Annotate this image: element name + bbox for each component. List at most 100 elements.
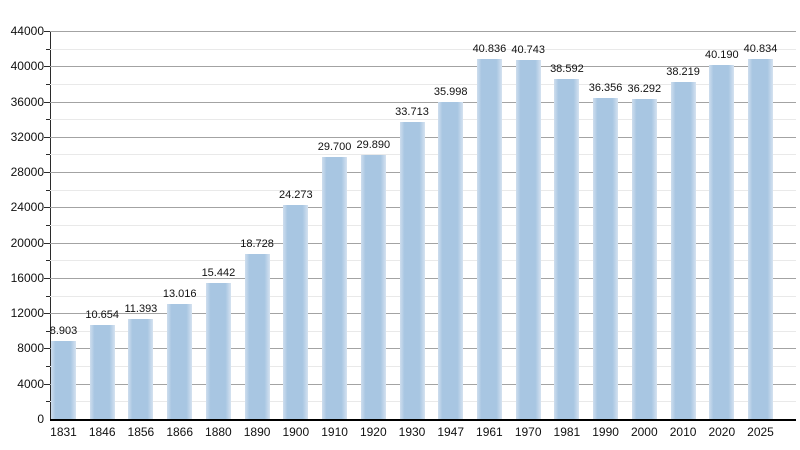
y-tick <box>44 313 50 314</box>
x-axis-label: 1981 <box>553 425 581 439</box>
x-axis-label: 1856 <box>127 425 155 439</box>
y-axis-label: 16000 <box>10 271 44 285</box>
bar <box>51 340 76 419</box>
x-axis-label: 1990 <box>592 425 619 439</box>
y-tick <box>46 84 50 85</box>
x-axis-label: 1890 <box>243 425 271 439</box>
x-axis-label: 1970 <box>514 425 542 439</box>
y-tick <box>46 260 50 261</box>
x-axis-line <box>50 419 796 421</box>
y-tick <box>44 31 50 32</box>
y-axis-label: 24000 <box>10 200 44 214</box>
bar <box>748 58 773 419</box>
y-axis-label: 28000 <box>10 165 44 179</box>
bar <box>283 205 309 419</box>
bar <box>322 157 348 419</box>
y-tick <box>44 278 50 279</box>
bar-value-label: 40.834 <box>743 42 778 55</box>
y-axis-label: 12000 <box>10 306 44 320</box>
y-tick <box>44 66 50 67</box>
y-tick <box>46 154 50 155</box>
x-axis-label: 1866 <box>166 425 194 439</box>
bar-value-label: 35.998 <box>433 85 468 98</box>
x-axis-label: 1947 <box>437 425 465 439</box>
gridline-minor <box>50 84 796 85</box>
x-axis-label: 1920 <box>359 425 387 439</box>
bar <box>360 155 386 419</box>
bar-value-label: 40.743 <box>511 43 546 56</box>
bar-value-label: 29.700 <box>317 141 352 154</box>
bar <box>476 58 502 419</box>
bar-value-label: 29.890 <box>356 139 391 152</box>
x-axis-label: 1900 <box>282 425 310 439</box>
bar <box>128 318 154 419</box>
gridline-minor <box>50 49 796 50</box>
bar-value-label: 8.903 <box>49 324 78 337</box>
y-tick <box>46 190 50 191</box>
bar-value-label: 38.592 <box>550 62 584 75</box>
y-axis-label: 0 <box>37 412 44 426</box>
bar-value-label: 10.654 <box>85 309 120 322</box>
bar-value-label: 13.016 <box>162 288 197 301</box>
x-axis-label: 1846 <box>88 425 116 439</box>
bar-value-label: 40.190 <box>704 48 739 61</box>
bar <box>244 253 270 419</box>
bar-value-label: 36.292 <box>627 83 662 95</box>
bar-value-label: 36.356 <box>588 82 623 95</box>
bar-value-label: 40.836 <box>472 42 507 55</box>
y-tick <box>44 243 50 244</box>
x-axis-label: 1831 <box>50 425 77 439</box>
y-axis-label: 44000 <box>10 24 44 38</box>
y-axis-label: 20000 <box>10 236 44 250</box>
y-tick <box>44 172 50 173</box>
bar <box>554 78 580 419</box>
bar <box>593 98 619 419</box>
bar-value-label: 33.713 <box>395 105 429 118</box>
y-tick <box>44 384 50 385</box>
x-axis-label: 1880 <box>205 425 232 439</box>
bar <box>167 304 193 419</box>
gridline-major <box>50 66 796 67</box>
bar-value-label: 24.273 <box>278 189 313 201</box>
y-tick <box>46 119 50 120</box>
gridline-minor <box>50 119 796 120</box>
bar-value-label: 15.442 <box>201 266 236 279</box>
bar-value-label: 18.728 <box>240 237 274 250</box>
bar <box>89 325 115 419</box>
gridline-major <box>50 31 796 32</box>
y-tick <box>46 225 50 226</box>
y-tick <box>46 49 50 50</box>
x-axis-label: 2020 <box>708 425 736 439</box>
x-axis-label: 2025 <box>747 425 774 439</box>
y-tick <box>46 296 50 297</box>
x-axis-label: 1930 <box>398 425 426 439</box>
bar <box>709 64 735 419</box>
gridline-major <box>50 102 796 103</box>
x-axis-label: 2010 <box>669 425 697 439</box>
y-axis-label: 36000 <box>10 95 44 109</box>
bar <box>515 59 541 419</box>
y-axis-label: 4000 <box>17 377 44 391</box>
y-tick <box>46 331 50 332</box>
x-axis-label: 1910 <box>321 425 348 439</box>
bar <box>399 121 425 419</box>
y-tick <box>44 348 50 349</box>
y-tick <box>44 207 50 208</box>
y-tick <box>46 401 50 402</box>
y-tick <box>44 137 50 138</box>
y-axis-label: 40000 <box>10 59 44 73</box>
bar <box>631 99 657 419</box>
x-axis-label: 1961 <box>476 425 503 439</box>
bar <box>670 82 696 419</box>
x-axis-label: 2000 <box>630 425 658 439</box>
bar-value-label: 38.219 <box>666 66 700 78</box>
y-axis-label: 8000 <box>17 341 44 355</box>
y-axis-label: 32000 <box>10 130 44 144</box>
bar <box>205 282 231 419</box>
bar <box>438 101 464 419</box>
y-tick <box>46 366 50 367</box>
y-tick <box>44 102 50 103</box>
bar-value-label: 11.393 <box>124 302 158 315</box>
